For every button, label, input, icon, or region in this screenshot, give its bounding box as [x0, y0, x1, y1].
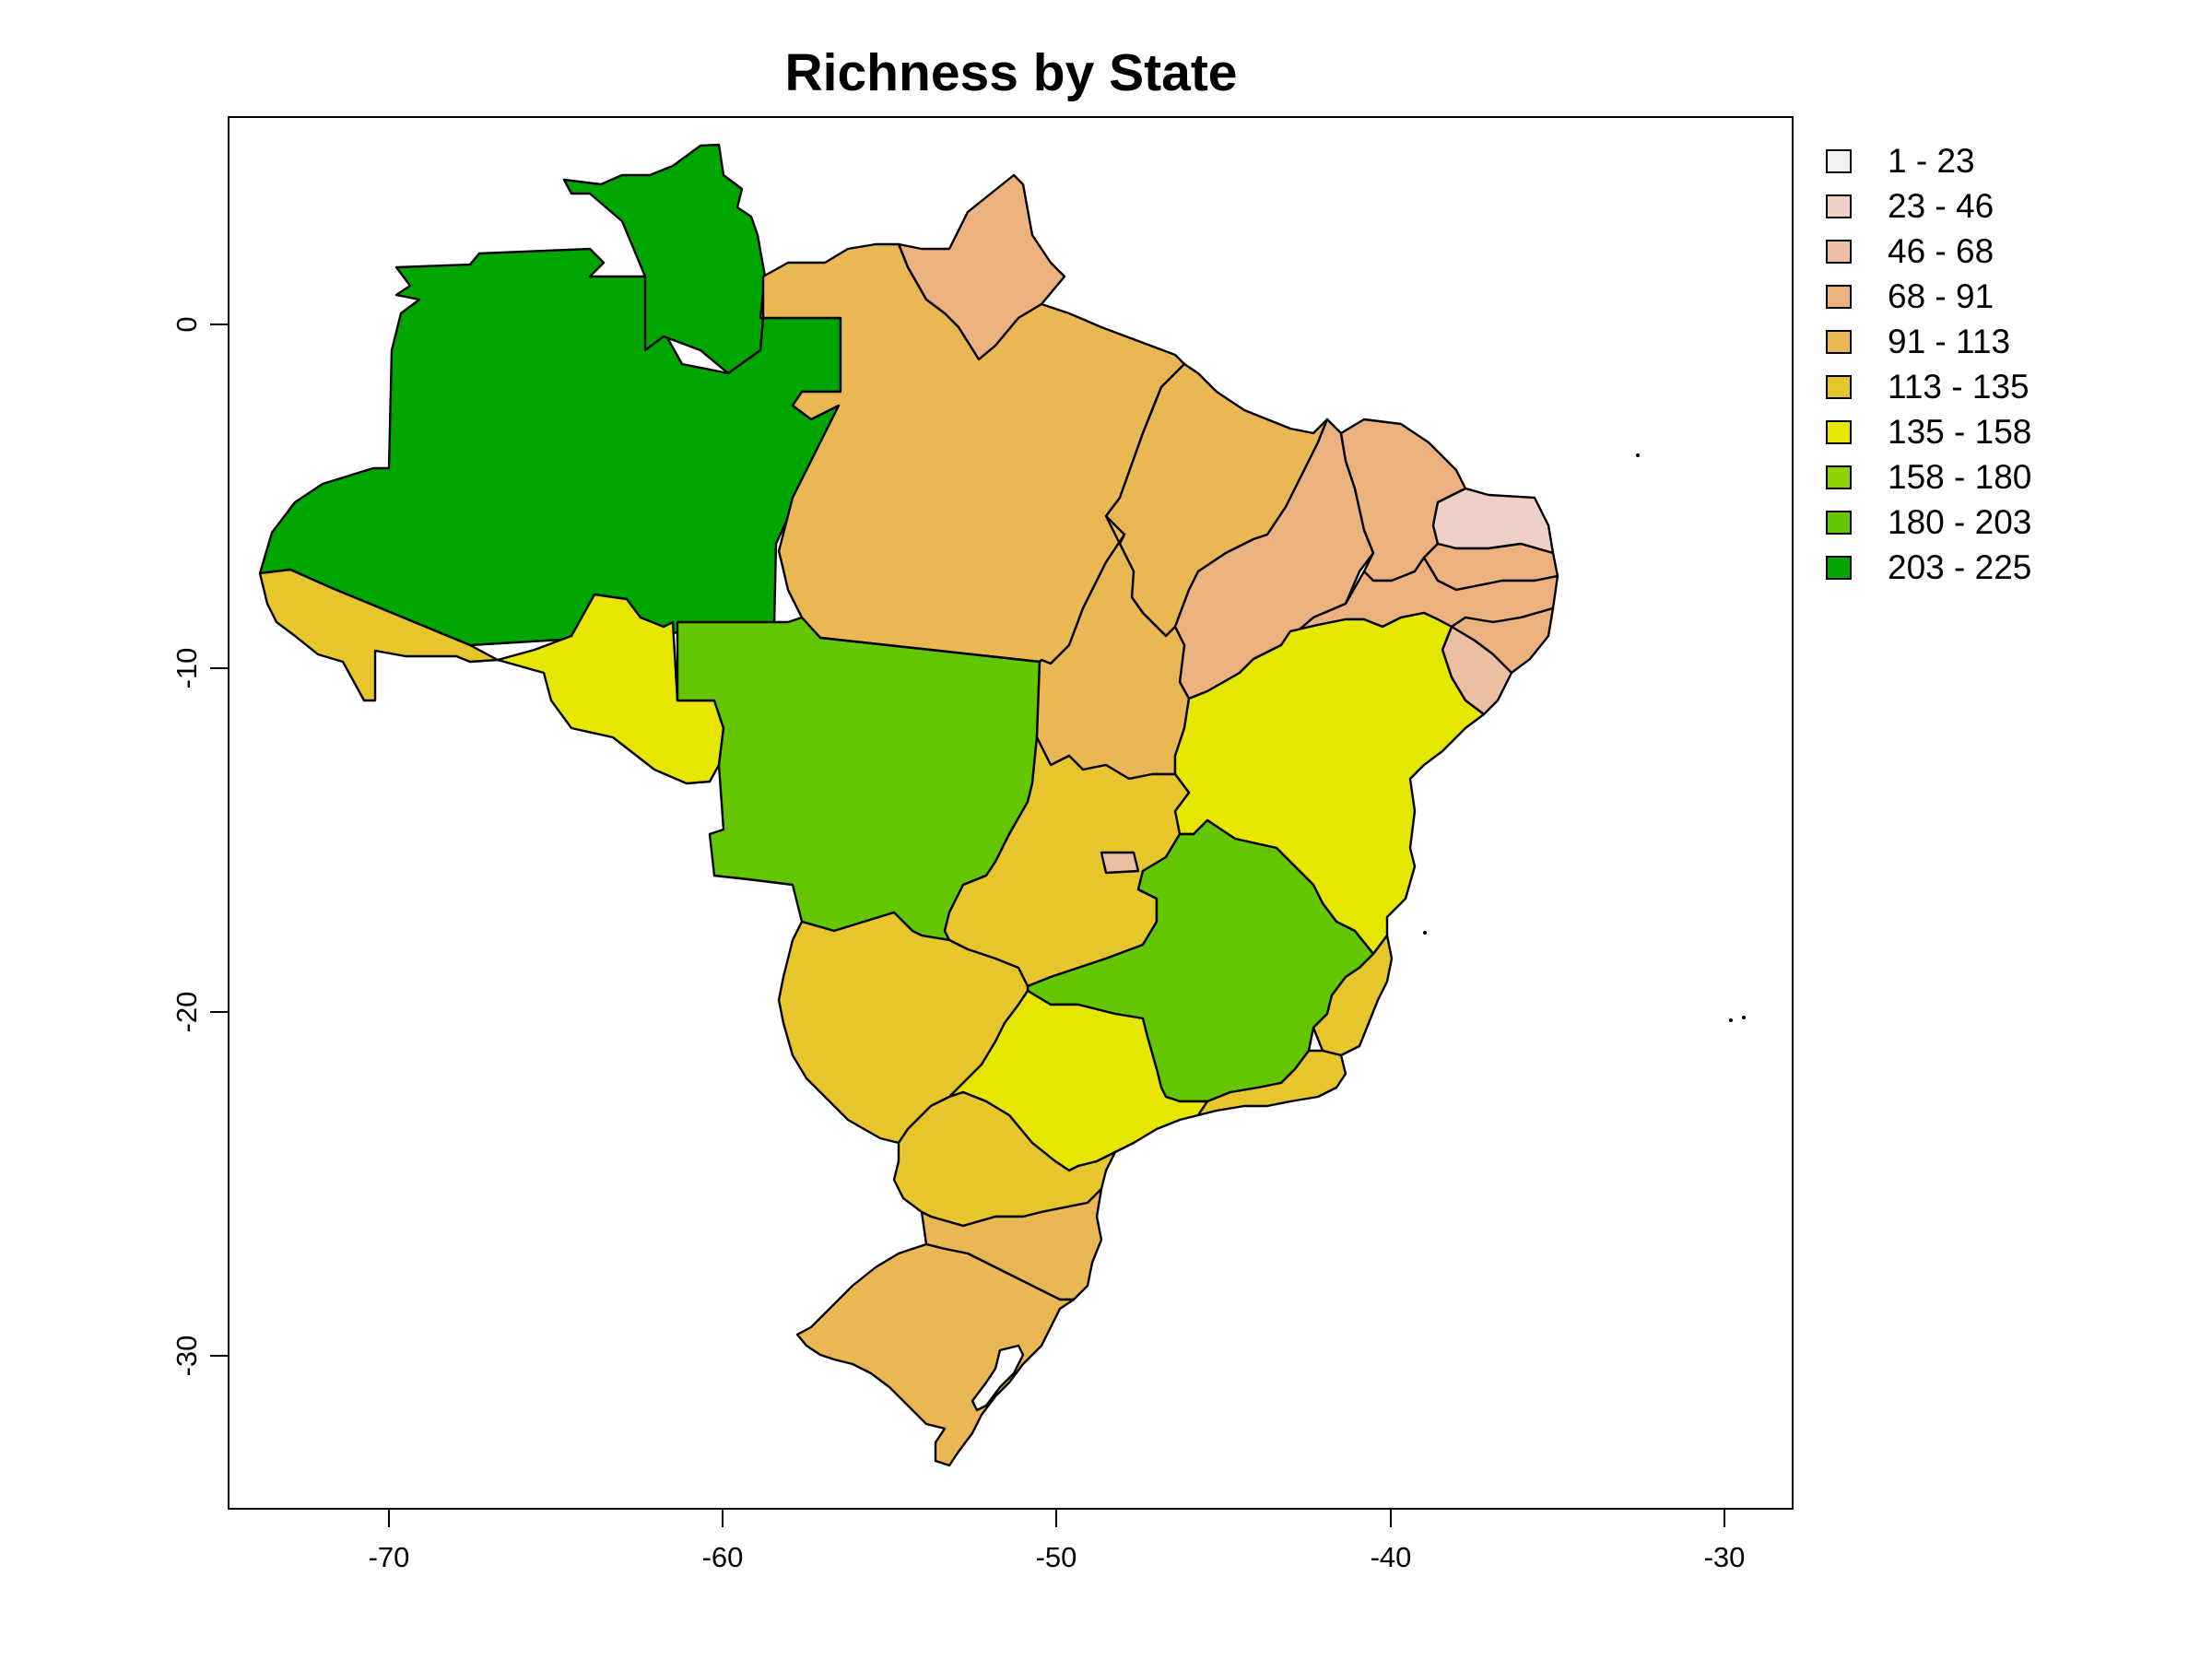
legend-label: 135 - 158: [1888, 413, 2031, 451]
x-tick-label: -40: [1371, 1541, 1412, 1573]
legend-label: 113 - 135: [1888, 368, 2030, 406]
state-lagoa-dos-patos: [971, 1344, 1025, 1412]
legend-label: 1 - 23: [1888, 142, 1975, 180]
x-tick-label: -30: [1704, 1541, 1746, 1573]
y-tick-label: -10: [171, 648, 203, 689]
island-mark: [1742, 1016, 1746, 1019]
x-tick-label: -60: [702, 1541, 744, 1573]
legend-swatch: [1826, 375, 1852, 399]
x-tick-label: -70: [369, 1541, 410, 1573]
legend-label: 180 - 203: [1888, 503, 2031, 541]
state-acre: [258, 568, 500, 702]
state-rio-grande-do-norte: [1431, 487, 1555, 555]
island-mark: [1636, 453, 1640, 457]
state-distrito-federal: [1100, 851, 1140, 875]
legend-label: 46 - 68: [1888, 232, 1994, 270]
legend-swatch: [1826, 330, 1852, 354]
legend-swatch: [1826, 420, 1852, 444]
legend-label: 23 - 46: [1888, 187, 1994, 225]
legend-label: 203 - 225: [1888, 548, 2031, 586]
legend-swatch: [1826, 285, 1852, 309]
legend-label: 158 - 180: [1888, 458, 2031, 496]
legend-label: 68 - 91: [1888, 277, 1994, 315]
brazil-states-map: [258, 143, 1746, 1467]
y-tick-label: 0: [171, 316, 203, 332]
x-tick-label: -50: [1036, 1541, 1077, 1573]
y-tick-label: -30: [171, 1335, 203, 1377]
x-axis: -70 -60 -50 -40 -30: [369, 1508, 1746, 1573]
y-axis: 0 -10 -20 -30: [171, 316, 229, 1376]
y-tick-label: -20: [171, 992, 203, 1033]
legend-swatch: [1826, 149, 1852, 173]
map-title: Richness by State: [784, 43, 1237, 102]
legend-swatch: [1826, 240, 1852, 264]
legend-label: 91 - 113: [1888, 323, 2010, 360]
legend: 1 - 23 23 - 46 46 - 68 68 - 91 91 - 113 …: [1826, 142, 2031, 586]
legend-swatch: [1826, 465, 1852, 489]
state-rio-grande-do-sul: [795, 1242, 1076, 1467]
island-mark: [1729, 1018, 1733, 1022]
legend-swatch: [1826, 556, 1852, 580]
state-rio-de-janeiro: [1196, 1049, 1347, 1117]
island-mark: [1423, 931, 1427, 935]
legend-swatch: [1826, 194, 1852, 218]
legend-swatch: [1826, 511, 1852, 535]
